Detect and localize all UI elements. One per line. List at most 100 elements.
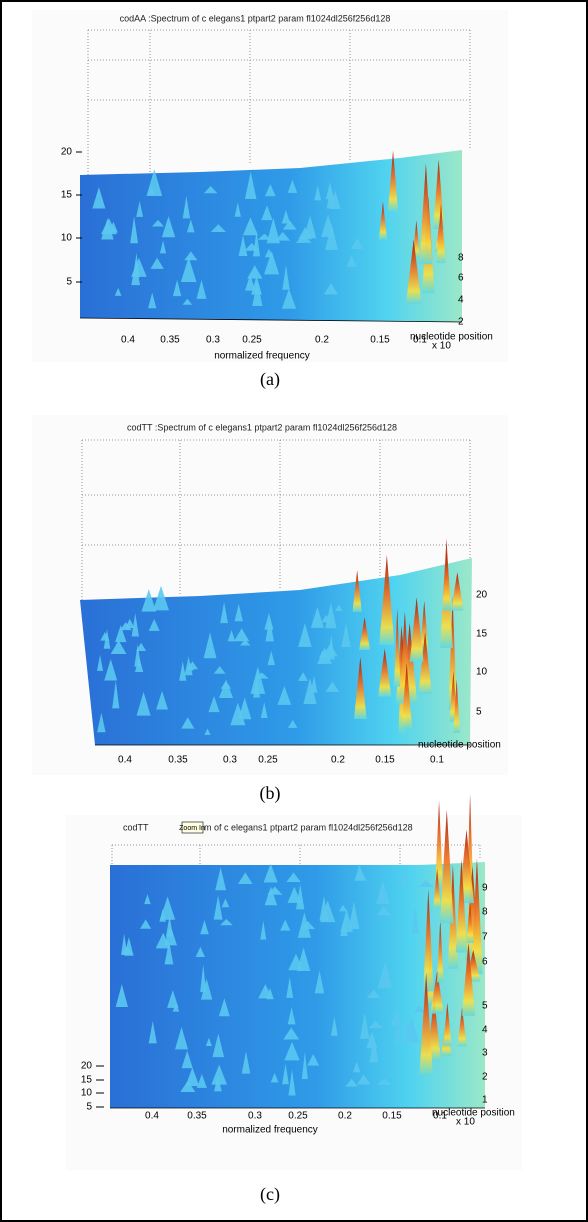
peak (303, 678, 317, 704)
peak (234, 603, 243, 622)
peak (366, 1031, 378, 1049)
label: (c) (260, 1184, 280, 1205)
peak (325, 602, 337, 629)
peak (203, 632, 217, 659)
peak (411, 906, 420, 934)
peak (413, 1005, 426, 1013)
label: 20 (81, 1061, 93, 1072)
peak (448, 596, 457, 710)
peak (159, 896, 176, 920)
label: 0.25 (288, 1111, 308, 1122)
peak (131, 612, 139, 637)
label: 15 (81, 1075, 93, 1086)
label: 15 (476, 629, 488, 640)
peak (377, 961, 393, 989)
peak (378, 648, 392, 697)
peak (141, 589, 157, 612)
peak (130, 216, 139, 244)
peak (196, 1074, 207, 1088)
tooltip: Zoom In (179, 825, 205, 832)
peak (317, 647, 332, 664)
label: m of c elegans1 ptpart2 param fl1024dl25… (204, 822, 413, 832)
peak (104, 658, 118, 681)
peak (287, 179, 298, 193)
label: codTT :Spectrum of c elegans1 ptpart2 pa… (127, 422, 397, 432)
label: 0.15 (370, 335, 390, 346)
peak (401, 662, 413, 730)
grid (87, 29, 471, 175)
label: 0.4 (118, 755, 132, 766)
peak (153, 585, 169, 611)
peak (296, 883, 305, 910)
peak (172, 279, 182, 297)
label: 6 (458, 273, 464, 284)
label: 15 (61, 190, 73, 201)
label: 3 (482, 1048, 488, 1059)
peak (121, 945, 133, 955)
peak (394, 608, 401, 687)
peak (159, 240, 167, 254)
peak (334, 604, 343, 611)
label: 6 (482, 957, 488, 968)
peak (258, 984, 273, 999)
peak (310, 606, 324, 628)
peak (325, 681, 340, 692)
grid (81, 439, 471, 600)
peak (275, 231, 291, 241)
peak (114, 287, 122, 296)
label: 10 (476, 667, 488, 678)
peak (250, 666, 266, 694)
peak (298, 672, 309, 681)
label: 0.2 (331, 755, 345, 766)
peak (442, 551, 452, 611)
peak (331, 1016, 338, 1036)
peak (286, 872, 301, 883)
peak (419, 972, 433, 1076)
label: 5 (86, 1102, 92, 1113)
peak (394, 1020, 402, 1043)
peak (265, 618, 274, 642)
peak (156, 690, 169, 710)
peak (314, 970, 325, 994)
peak (264, 612, 274, 630)
peak (359, 617, 371, 650)
label: 4 (482, 1025, 488, 1036)
label: 0.2 (315, 335, 329, 346)
peak (218, 679, 234, 698)
label: 2 (482, 1072, 488, 1083)
axis-line (79, 317, 463, 323)
peak (221, 898, 230, 908)
peak (451, 572, 464, 611)
peak (390, 1008, 402, 1026)
label: 1 (482, 1095, 488, 1106)
peak (409, 597, 424, 662)
peak (288, 953, 304, 971)
peak (281, 209, 291, 224)
peak (282, 265, 290, 290)
label: 0.4 (145, 1111, 159, 1122)
label: 5 (476, 707, 482, 718)
peak (182, 298, 193, 305)
peak (200, 964, 207, 993)
label: 5 (482, 1001, 488, 1012)
label: 9 (482, 883, 488, 894)
peak (146, 169, 163, 197)
peak (348, 901, 360, 930)
peak (352, 1061, 361, 1073)
peak (345, 1078, 358, 1087)
peak (185, 1067, 200, 1087)
peak (323, 283, 339, 295)
peak (186, 219, 195, 233)
peak (436, 919, 444, 983)
peak (175, 1026, 189, 1050)
peak (181, 1050, 193, 1069)
peak (261, 205, 273, 221)
peak (205, 1037, 212, 1046)
peak (260, 920, 267, 940)
peak (288, 1069, 296, 1096)
peak (220, 601, 228, 624)
peak (182, 196, 191, 219)
peak (375, 196, 382, 207)
